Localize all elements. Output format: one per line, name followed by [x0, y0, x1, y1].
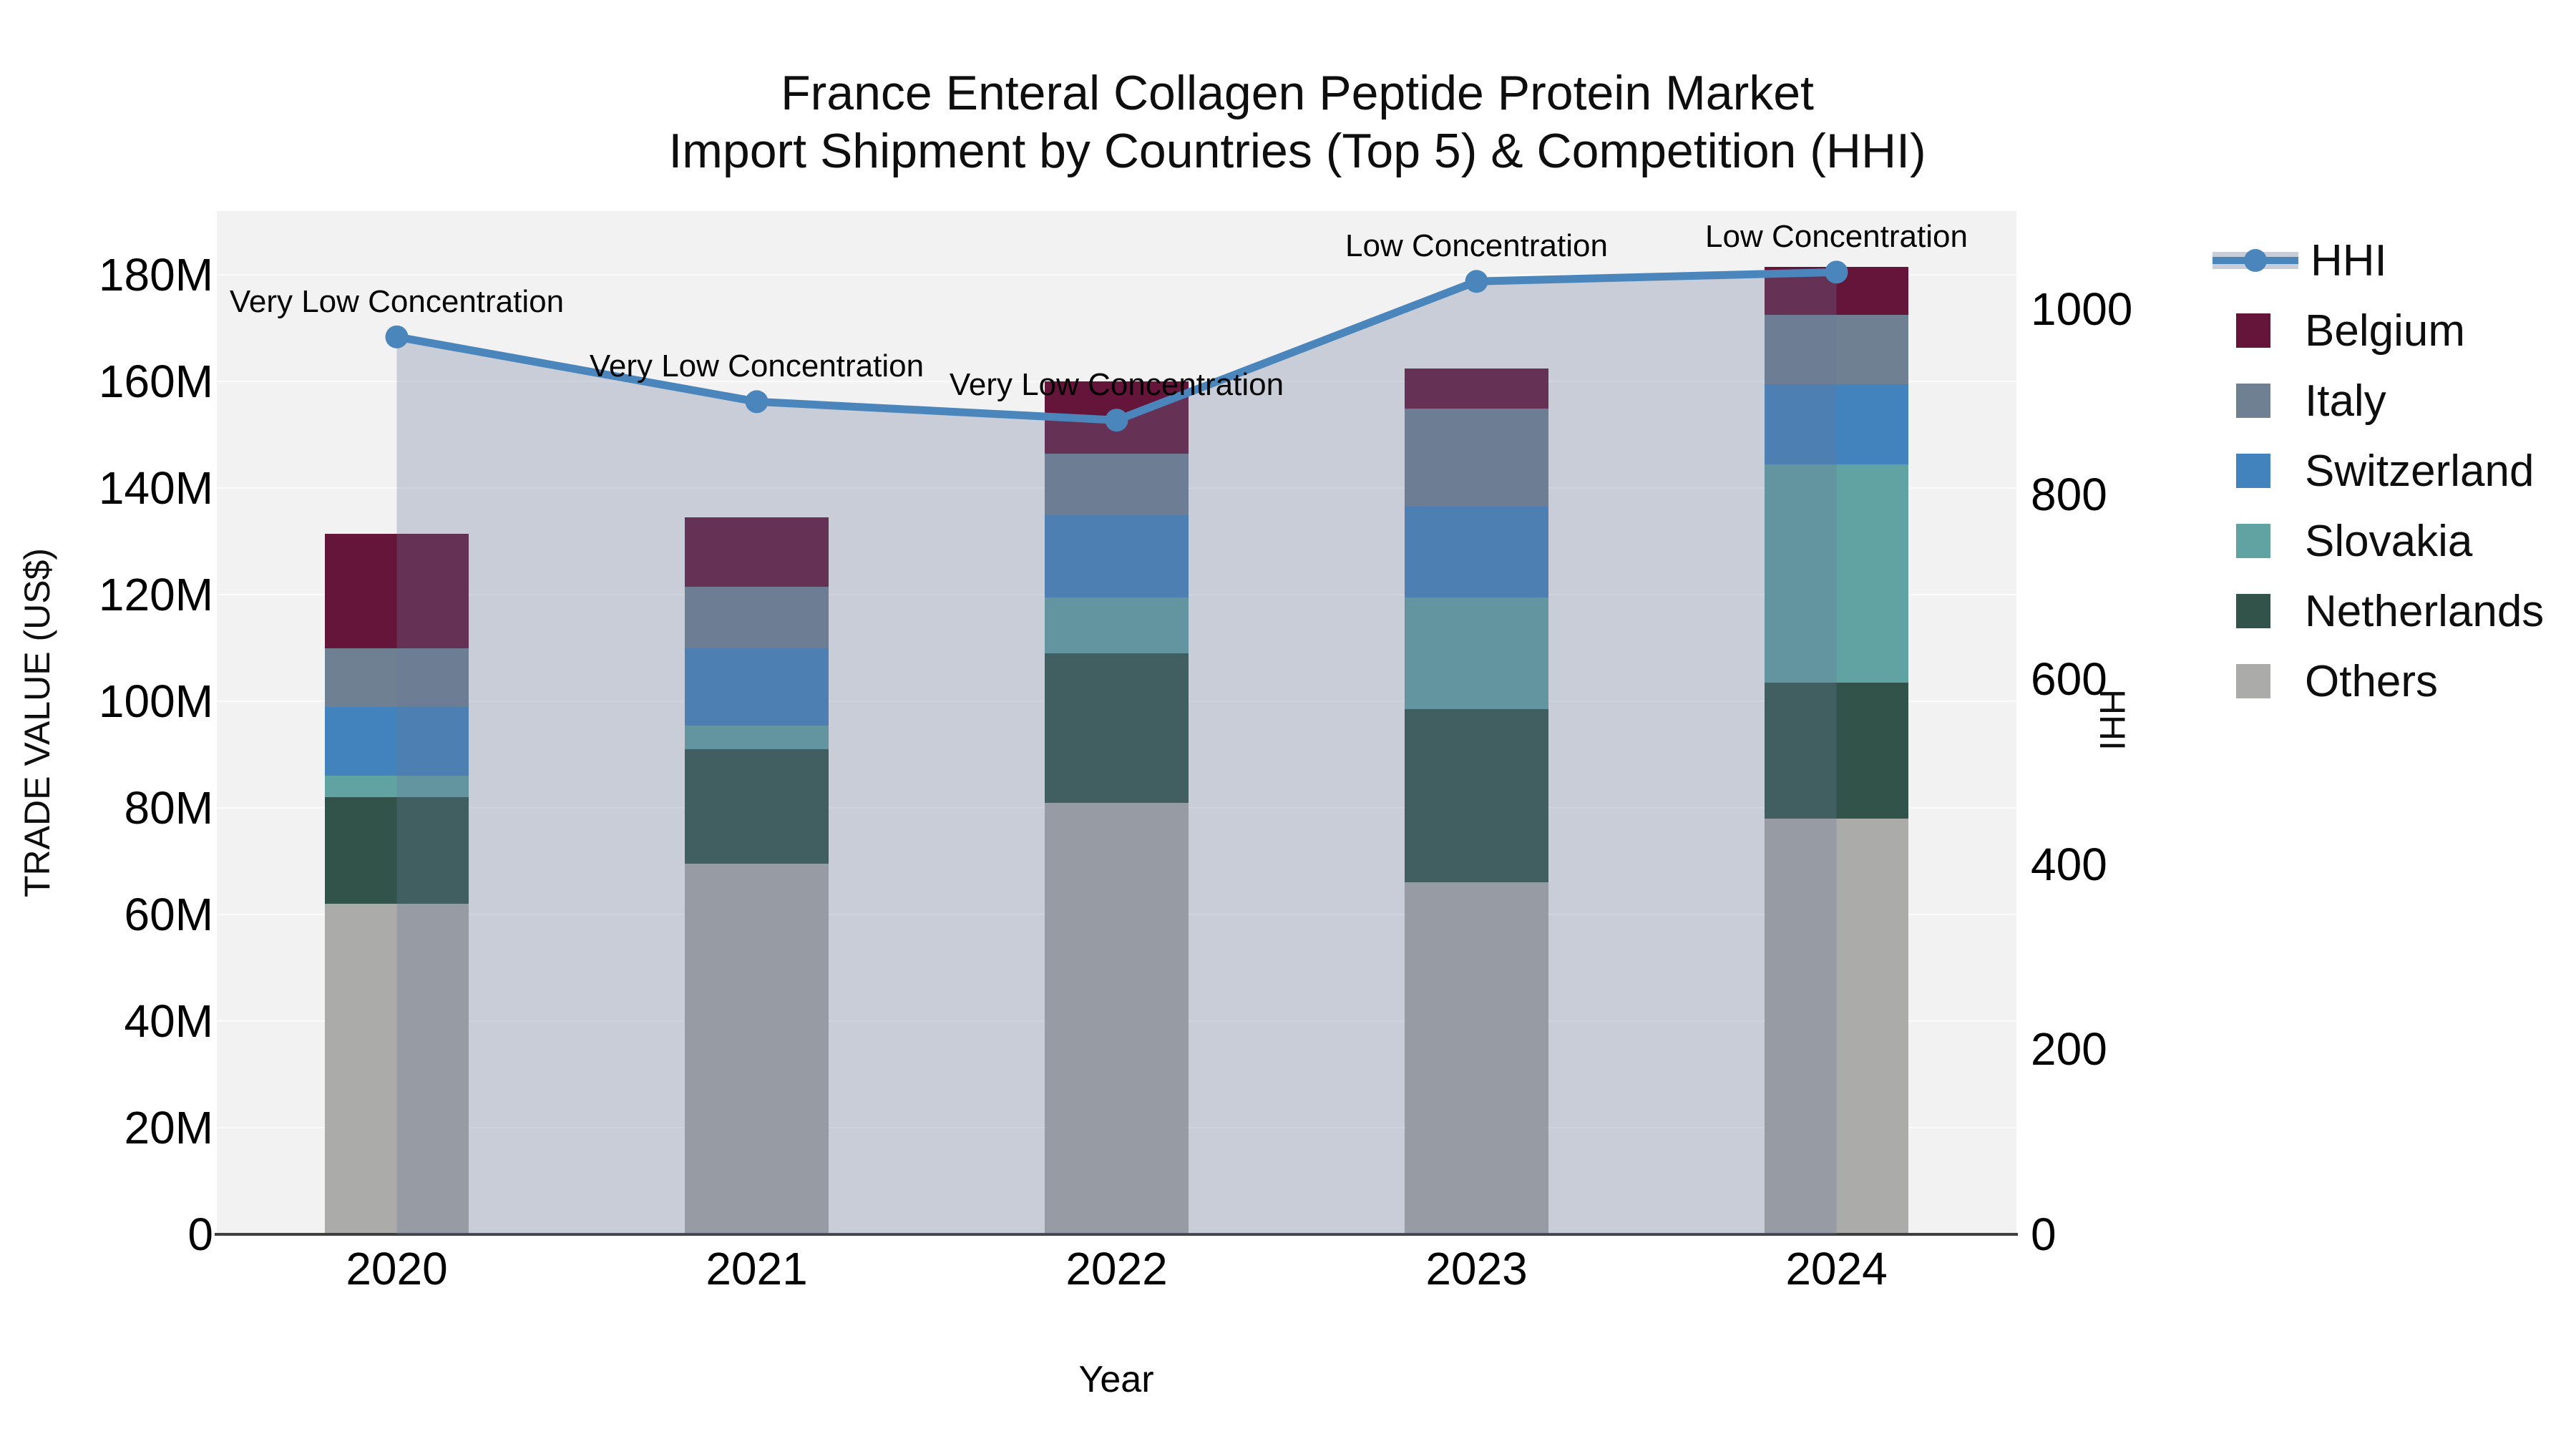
annotation-2022: Very Low Concentration — [949, 367, 1284, 403]
bar-2021-switzerland[interactable] — [685, 648, 829, 726]
legend-item-switzerland[interactable]: Switzerland — [2212, 436, 2534, 506]
legend-swatch-switzerland — [2236, 454, 2270, 488]
y-left-tick-60M: 60M — [124, 889, 214, 941]
hhi-marker-2024[interactable] — [1825, 260, 1848, 284]
legend-swatch-others — [2236, 664, 2270, 698]
hhi-marker-2023[interactable] — [1465, 270, 1488, 293]
y-left-tick-160M: 160M — [98, 356, 213, 408]
bar-2021-belgium[interactable] — [685, 517, 829, 587]
bar-2022-switzerland[interactable] — [1045, 514, 1189, 597]
y-right-tick-0: 0 — [2031, 1209, 2057, 1260]
hhi-line-swatch-icon — [2212, 243, 2298, 278]
legend-label-hhi: HHI — [2311, 235, 2387, 286]
legend-item-belgium[interactable]: Belgium — [2212, 296, 2465, 366]
bar-2023-others[interactable] — [1405, 882, 1548, 1234]
bar-2023-slovakia[interactable] — [1405, 597, 1548, 710]
bar-2020-belgium[interactable] — [325, 533, 469, 648]
legend-label-italy: Italy — [2305, 376, 2386, 426]
annotation-2021: Very Low Concentration — [589, 348, 924, 384]
y-right-tick-600: 600 — [2031, 653, 2107, 706]
y-right-tick-800: 800 — [2031, 468, 2107, 520]
legend-label-slovakia: Slovakia — [2305, 516, 2473, 566]
legend-swatch-slovakia — [2236, 524, 2270, 558]
bar-2020-switzerland[interactable] — [325, 706, 469, 776]
legend-swatch-belgium — [2236, 313, 2270, 348]
legend-swatch-italy — [2236, 384, 2270, 418]
legend-item-others[interactable]: Others — [2212, 646, 2438, 716]
y-left-tick-20M: 20M — [124, 1102, 214, 1154]
bar-2020-italy[interactable] — [325, 648, 469, 707]
y-left-tick-80M: 80M — [124, 782, 214, 834]
bar-2021-slovakia[interactable] — [685, 725, 829, 750]
annotation-2023: Low Concentration — [1345, 228, 1608, 264]
x-tick-2024: 2024 — [1785, 1243, 1888, 1294]
y-left-tick-100M: 100M — [98, 675, 213, 728]
y-right-tick-1000: 1000 — [2031, 283, 2133, 336]
x-tick-2020: 2020 — [346, 1243, 448, 1294]
bar-2021-italy[interactable] — [685, 587, 829, 648]
gridline-180M — [217, 274, 2016, 276]
y-axis-left-title: TRADE VALUE (US$) — [17, 547, 57, 898]
bar-2024-netherlands[interactable] — [1765, 683, 1908, 819]
bar-2020-others[interactable] — [325, 904, 469, 1234]
chart-title-line2: Import Shipment by Countries (Top 5) & C… — [668, 124, 1926, 178]
bar-2020-netherlands[interactable] — [325, 797, 469, 904]
annotation-2020: Very Low Concentration — [229, 283, 565, 319]
x-tick-2021: 2021 — [706, 1243, 808, 1294]
bar-2024-others[interactable] — [1765, 819, 1908, 1234]
bar-2024-italy[interactable] — [1765, 315, 1908, 385]
bar-2020-slovakia[interactable] — [325, 776, 469, 798]
bar-2022-others[interactable] — [1045, 802, 1189, 1234]
legend-item-slovakia[interactable]: Slovakia — [2212, 506, 2472, 576]
y-left-tick-0: 0 — [187, 1209, 213, 1260]
bar-2022-italy[interactable] — [1045, 453, 1189, 515]
legend-swatch-netherlands — [2236, 594, 2270, 628]
annotation-2024: Low Concentration — [1705, 219, 1968, 255]
y-right-tick-400: 400 — [2031, 838, 2107, 890]
chart-title-line1: France Enteral Collagen Peptide Protein … — [781, 66, 1814, 120]
legend-label-switzerland: Switzerland — [2305, 446, 2534, 496]
legend-item-hhi[interactable]: HHI — [2212, 225, 2387, 296]
x-tick-2022: 2022 — [1065, 1243, 1168, 1294]
bar-2023-switzerland[interactable] — [1405, 507, 1548, 597]
x-axis-line — [215, 1233, 2018, 1236]
bar-2022-netherlands[interactable] — [1045, 653, 1189, 803]
bar-2022-slovakia[interactable] — [1045, 597, 1189, 654]
y-right-tick-200: 200 — [2031, 1023, 2107, 1075]
legend-label-belgium: Belgium — [2305, 306, 2465, 356]
y-left-tick-40M: 40M — [124, 995, 214, 1048]
bar-2023-italy[interactable] — [1405, 408, 1548, 507]
bar-2024-switzerland[interactable] — [1765, 384, 1908, 464]
legend-label-others: Others — [2305, 656, 2439, 706]
bar-2024-slovakia[interactable] — [1765, 464, 1908, 683]
x-tick-2023: 2023 — [1425, 1243, 1528, 1294]
bar-2023-belgium[interactable] — [1405, 368, 1548, 409]
hhi-marker-2022[interactable] — [1105, 409, 1128, 432]
y-left-tick-180M: 180M — [98, 249, 213, 301]
x-axis-title: Year — [1078, 1359, 1154, 1400]
hhi-marker-2020[interactable] — [385, 325, 409, 348]
legend-label-netherlands: Netherlands — [2305, 586, 2545, 636]
legend-item-italy[interactable]: Italy — [2212, 366, 2386, 436]
bar-2021-others[interactable] — [685, 864, 829, 1234]
hhi-marker-2021[interactable] — [745, 390, 769, 414]
y-left-tick-140M: 140M — [98, 462, 213, 514]
hhi-marker-swatch — [2244, 249, 2267, 272]
y-left-tick-120M: 120M — [98, 569, 213, 621]
bar-2021-netherlands[interactable] — [685, 749, 829, 864]
legend-item-netherlands[interactable]: Netherlands — [2212, 576, 2544, 646]
bar-2023-netherlands[interactable] — [1405, 709, 1548, 883]
y-axis-right-title: HHI — [2092, 688, 2132, 751]
